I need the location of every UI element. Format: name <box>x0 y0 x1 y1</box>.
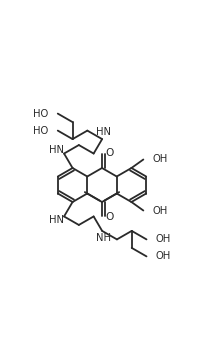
Text: OH: OH <box>155 234 171 245</box>
Text: HO: HO <box>32 126 48 135</box>
Text: HN: HN <box>49 144 64 155</box>
Text: HN: HN <box>49 215 64 225</box>
Text: NH: NH <box>96 233 111 243</box>
Text: HN: HN <box>96 127 111 137</box>
Text: O: O <box>106 147 114 157</box>
Text: OH: OH <box>155 251 171 261</box>
Text: OH: OH <box>152 205 168 215</box>
Text: HO: HO <box>32 109 48 119</box>
Text: OH: OH <box>152 154 168 165</box>
Text: O: O <box>106 212 114 223</box>
